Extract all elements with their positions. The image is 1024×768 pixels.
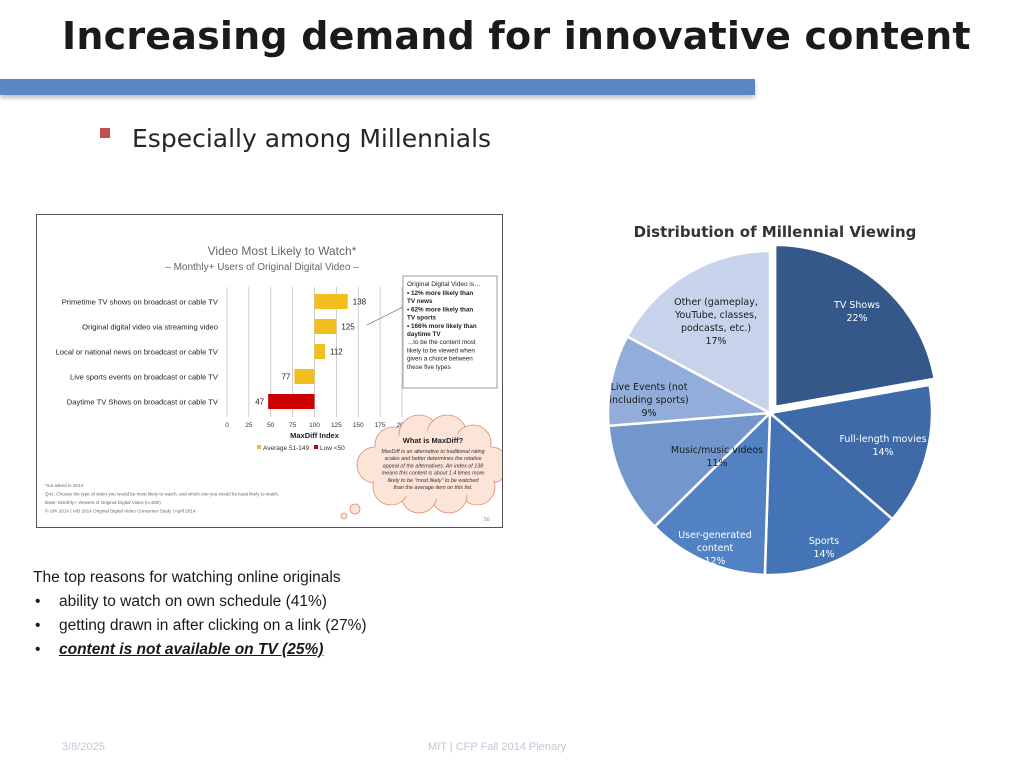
pie-slice (607, 411, 774, 529)
reason-item: getting drawn in after clicking on a lin… (33, 614, 367, 638)
bar-chart-subtitle: – Monthly+ Users of Original Digital Vid… (165, 262, 359, 273)
reasons-block: The top reasons for watching online orig… (33, 566, 367, 662)
pie-slice (767, 383, 934, 521)
reason-item: ability to watch on own schedule (41%) (33, 590, 367, 614)
pie-slice-label: Full-length movies 14% (839, 434, 926, 458)
bar-mark (268, 394, 315, 409)
maxdiff-bubble-body (365, 431, 501, 499)
millennial-viewing-pie-figure: Distribution of Millennial Viewing TV Sho… (600, 210, 950, 590)
callout-box (402, 275, 498, 389)
bar-category-label: Live sports events on broadcast or cable… (70, 373, 219, 382)
maxdiff-bubble-line: than the average item on this list. (393, 485, 472, 491)
bar-mark (294, 369, 315, 384)
bar-x-tick-label: 150 (353, 422, 364, 429)
bar-x-tick-label: 75 (289, 422, 297, 429)
reason-text: getting drawn in after clicking on a lin… (59, 617, 367, 634)
bar-x-axis-label: MaxDiff Index (290, 431, 340, 440)
callout-intro: Original Digital Video is… (407, 281, 481, 288)
bar-x-tick-label: 175 (375, 422, 386, 429)
callout-line: • 166% more likely than (407, 323, 477, 330)
reason-text: content is not available on TV (25%) (59, 641, 324, 658)
bar-footnote: Base: Monthly+ Viewers of Original Digit… (45, 500, 161, 505)
bar-category-label: Daytime TV Shows on broadcast or cable T… (67, 398, 219, 407)
bar-value-label: 125 (341, 323, 355, 332)
bar-x-tick-label: 0 (225, 422, 229, 429)
pie-slice-label: Other (gameplay, YouTube, classes, podcast… (674, 297, 758, 347)
pie-slice-label: Sports 14% (809, 536, 840, 560)
maxdiff-bubble-title: What is MaxDiff? (403, 436, 464, 445)
main-bullet: Especially among Millennials (100, 124, 491, 153)
bar-page-number: 50 (484, 517, 490, 523)
callout-line: • 62% more likely than (407, 306, 473, 313)
maxdiff-bubble-line: means this content is about 1.4 times mo… (382, 471, 485, 477)
bar-category-label: Primetime TV shows on broadcast or cable… (62, 298, 219, 307)
callout-line: daytime TV (407, 331, 441, 338)
bar-footnote: Q41: Choose the type of video you would … (45, 492, 279, 497)
footer-center-text: MIT | CFP Fall 2014 Plenary (428, 741, 567, 753)
legend-low-swatch (314, 445, 318, 449)
bar-x-tick-label: 50 (267, 422, 275, 429)
maxdiff-bubble-line: scales and better determines the relativ… (384, 456, 481, 462)
bar-category-label: Local or national news on broadcast or c… (56, 348, 219, 357)
pie-slice (652, 409, 772, 577)
maxdiff-bubble-tail (349, 503, 361, 515)
bar-footnote: *not asked in 2013 (45, 483, 84, 488)
bar-mark (314, 294, 348, 309)
bar-chart-title: Video Most Likely to Watch* (208, 244, 357, 258)
bar-footnote: © GfK 2014 | IAB 2014 Original Digital V… (45, 508, 196, 514)
bar-value-label: 112 (330, 348, 343, 357)
pie-title: Distribution of Millennial Viewing (634, 223, 917, 241)
footer-date: 3/8/2025 (62, 741, 105, 753)
bar-mark (314, 319, 337, 334)
maxdiff-bubble-tail (340, 512, 348, 520)
callout-connector (366, 306, 404, 326)
callout-line: TV sports (407, 315, 437, 322)
main-bullet-text: Especially among Millennials (132, 124, 492, 153)
bar-value-label: 47 (255, 398, 264, 407)
callout-line: these five types (407, 364, 451, 371)
pie-slice (773, 243, 937, 409)
bar-value-label: 138 (353, 298, 367, 307)
reasons-list: ability to watch on own schedule (41%) g… (33, 590, 367, 662)
maxdiff-bubble-line: MaxDiff is an alternative to traditional… (381, 449, 484, 455)
callout-line: TV news (407, 298, 433, 305)
callout-line: …to be the content most (407, 339, 476, 346)
pie-slice-label: Music/music videos 11% (671, 445, 763, 469)
slide-title: Increasing demand for innovative content (62, 14, 971, 58)
millennial-viewing-pie-chart: Distribution of Millennial Viewing TV Sho… (606, 223, 937, 577)
bar-x-tick-label: 100 (309, 422, 320, 429)
bar-x-tick-label: 25 (245, 422, 253, 429)
legend-low-label: Low <50 (320, 445, 345, 452)
bar-x-tick-label: 125 (331, 422, 342, 429)
reason-item-emphasized: content is not available on TV (25%) (33, 638, 367, 662)
reasons-heading: The top reasons for watching online orig… (33, 569, 341, 586)
maxdiff-bubble-line: likely to be "most likely" to be watched (387, 478, 479, 484)
pie-slice-label: TV Shows 22% (833, 300, 880, 324)
bar-value-label: 77 (281, 373, 290, 382)
legend-average-label: Average 51-149 (263, 445, 310, 452)
legend-average-swatch (257, 445, 261, 449)
maxdiff-bubble-line: appeal of the alternatives. An index of … (383, 463, 484, 469)
callout-line: likely to be viewed when (407, 347, 475, 354)
callout-line: given a choice between (407, 356, 473, 363)
bullet-square-icon (100, 128, 110, 138)
maxdiff-chart-figure: Video Most Likely to Watch* – Monthly+ Us… (36, 214, 503, 528)
pie-slice (606, 334, 775, 428)
title-underline-bar (0, 79, 755, 95)
reason-text: ability to watch on own schedule (41%) (59, 593, 327, 610)
pie-slice (763, 410, 895, 577)
pie-slice-label: Live Events (not including sports) 9% (609, 382, 688, 419)
bar-mark (314, 344, 325, 359)
pie-slice-label: User-generated content 12% (678, 530, 752, 567)
maxdiff-bar-chart: Video Most Likely to Watch* – Monthly+ Us… (45, 244, 502, 523)
pie-slice (625, 249, 772, 416)
bar-category-label: Original digital video via streaming vid… (82, 323, 218, 332)
callout-line: • 12% more likely than (407, 290, 473, 297)
